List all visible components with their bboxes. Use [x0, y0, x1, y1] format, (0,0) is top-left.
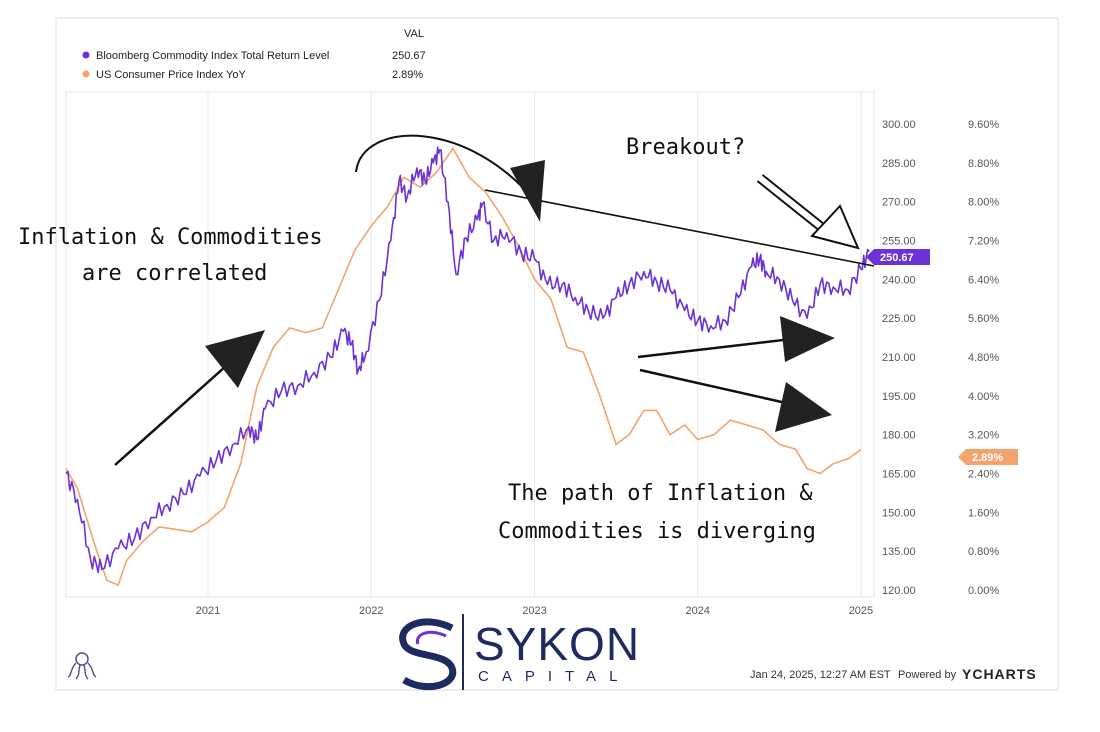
y-right-tick-label: 4.80% [968, 352, 999, 364]
octopus-icon [67, 652, 97, 680]
trendline [484, 189, 875, 267]
y-right-tick-label: 6.40% [968, 274, 999, 286]
y-left-tick-label: 180.00 [882, 430, 916, 442]
annotation-correlated-1: Inflation & Commodities [18, 225, 323, 250]
brand-sub: CAPITAL [478, 668, 630, 685]
y-left-tick-label: 195.00 [882, 391, 916, 403]
footer-powered: Powered by [898, 669, 957, 681]
y-right-tick-label: 7.20% [968, 236, 999, 248]
y-right-tick-label: 0.00% [968, 585, 999, 597]
legend-label-commodity: Bloomberg Commodity Index Total Return L… [96, 50, 329, 62]
arrow-diverge-upper [637, 336, 801, 359]
y-left-tick-label: 270.00 [882, 197, 916, 209]
y-right-tick-label: 2.40% [968, 469, 999, 481]
footer-timestamp: Jan 24, 2025, 12:27 AM EST [750, 669, 891, 681]
series-line-cpi [65, 146, 862, 587]
legend-value-commodity: 250.67 [392, 50, 426, 62]
plot-area [65, 91, 875, 598]
x-tick-label: 2025 [849, 605, 873, 617]
logo-s-mark-icon [399, 618, 457, 691]
y-right-tick-label: 8.00% [968, 197, 999, 209]
annotation-diverging-1: The path of Inflation & [508, 481, 813, 506]
y-left-tick-label: 120.00 [882, 585, 916, 597]
x-axis: 2021 2022 2023 2024 2025 [196, 605, 873, 617]
y-left-tick-label: 165.00 [882, 469, 916, 481]
logo-s-mark-accent [415, 630, 447, 645]
y-left-tick-label: 240.00 [882, 274, 916, 286]
badge-cpi-text: 2.89% [972, 452, 1003, 464]
y-left-tick-label: 135.00 [882, 546, 916, 558]
footer-provider: YCHARTS [962, 666, 1037, 682]
annotation-diverging-2: Commodities is diverging [498, 519, 816, 544]
legend-label-cpi: US Consumer Price Index YoY [96, 69, 246, 81]
y-left-tick-label: 225.00 [882, 313, 916, 325]
brand-name: SYKON [474, 618, 640, 670]
y-left-tick-label: 255.00 [882, 236, 916, 248]
y-axis-right: 0.00% 0.80% 1.60% 2.40% 3.20% 4.00% 4.80% 5.60%… [968, 119, 999, 597]
legend-swatch-cpi [82, 70, 90, 78]
legend-header: VAL [404, 28, 424, 40]
legend-swatch-commodity [82, 51, 90, 59]
x-tick-label: 2024 [685, 605, 709, 617]
curved-arrow [355, 134, 539, 206]
arrow-breakout-inner [758, 175, 832, 237]
sykon-logo: SYKON CAPITAL [399, 614, 640, 691]
annotation-correlated-2: are correlated [82, 261, 267, 286]
y-left-tick-label: 210.00 [882, 352, 916, 364]
x-tick-label: 2023 [522, 605, 546, 617]
series-line-commodity [65, 146, 870, 574]
y-right-tick-label: 1.60% [968, 507, 999, 519]
footer: Jan 24, 2025, 12:27 AM EST Powered by YC… [750, 666, 1037, 682]
legend-value-cpi: 2.89% [392, 69, 423, 81]
x-tick-label: 2021 [196, 605, 220, 617]
y-left-tick-label: 285.00 [882, 158, 916, 170]
y-left-tick-label: 300.00 [882, 119, 916, 131]
y-right-tick-label: 4.00% [968, 391, 999, 403]
y-right-tick-label: 0.80% [968, 546, 999, 558]
y-right-tick-label: 3.20% [968, 430, 999, 442]
y-axis-left: 120.00 135.00 150.00 165.00 180.00 195.00 210.… [882, 119, 916, 597]
arrow-correlated-head [205, 330, 265, 388]
y-right-tick-label: 5.60% [968, 313, 999, 325]
arrow-diverge-lower [639, 368, 796, 407]
arrow-diverge-upper-head [780, 316, 835, 362]
annotation-layer: Inflation & Commodities are correlated B… [18, 134, 875, 544]
y-right-tick-label: 8.80% [968, 158, 999, 170]
badge-cpi: 2.89% [958, 449, 1018, 465]
arrow-breakout-head [810, 204, 860, 250]
y-left-tick-label: 150.00 [882, 507, 916, 519]
y-right-tick-label: 9.60% [968, 119, 999, 131]
arrow-diverge-lower-head [775, 382, 832, 432]
badge-commodity-text: 250.67 [880, 252, 914, 264]
annotation-breakout: Breakout? [626, 135, 745, 160]
x-tick-label: 2022 [359, 605, 383, 617]
badge-commodity: 250.67 [866, 249, 930, 265]
arrow-correlated [114, 357, 236, 466]
curved-arrow-head [510, 160, 545, 222]
legend: VAL Bloomberg Commodity Index Total Retu… [82, 28, 426, 81]
